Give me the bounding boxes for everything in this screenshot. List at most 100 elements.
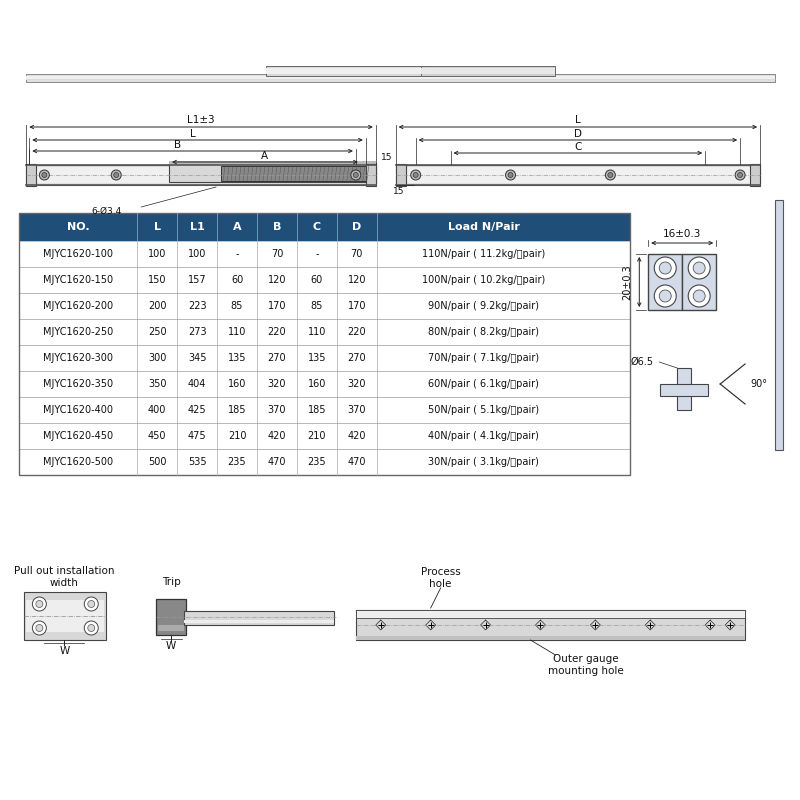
Text: A: A bbox=[233, 222, 242, 232]
Bar bbox=[24, 592, 106, 640]
Text: Ø6.5: Ø6.5 bbox=[630, 357, 654, 367]
Bar bbox=[750, 164, 760, 186]
Text: 250: 250 bbox=[148, 327, 166, 337]
Text: MJYC1620-500: MJYC1620-500 bbox=[43, 457, 114, 467]
Circle shape bbox=[32, 621, 46, 635]
Text: 500: 500 bbox=[148, 457, 166, 467]
Text: B: B bbox=[273, 222, 281, 232]
Circle shape bbox=[88, 601, 94, 607]
Circle shape bbox=[114, 173, 118, 178]
Circle shape bbox=[111, 170, 122, 180]
Bar bbox=[26, 76, 775, 80]
Bar bbox=[28, 167, 374, 183]
Bar bbox=[19, 345, 630, 371]
Bar bbox=[266, 68, 430, 74]
Text: 60N/pair ( 6.1kg/付pair): 60N/pair ( 6.1kg/付pair) bbox=[428, 379, 539, 389]
Circle shape bbox=[354, 173, 358, 178]
Text: 200: 200 bbox=[148, 301, 166, 311]
Text: 70: 70 bbox=[270, 249, 283, 259]
Text: 100: 100 bbox=[148, 249, 166, 259]
Text: 345: 345 bbox=[188, 353, 206, 363]
Bar bbox=[26, 74, 775, 82]
Text: 150: 150 bbox=[148, 275, 166, 285]
Text: NO.: NO. bbox=[67, 222, 90, 232]
Text: 60: 60 bbox=[231, 275, 243, 285]
Text: MJYC1620-200: MJYC1620-200 bbox=[43, 301, 114, 311]
Text: 220: 220 bbox=[268, 327, 286, 337]
Text: 90N/pair ( 9.2kg/付pair): 90N/pair ( 9.2kg/付pair) bbox=[428, 301, 539, 311]
Bar bbox=[19, 267, 630, 293]
Text: 185: 185 bbox=[308, 405, 326, 415]
Bar bbox=[356, 636, 745, 640]
Bar bbox=[266, 66, 430, 76]
Bar bbox=[19, 213, 630, 241]
Text: -: - bbox=[235, 249, 238, 259]
Text: 170: 170 bbox=[268, 301, 286, 311]
Text: Outer gauge
mounting hole: Outer gauge mounting hole bbox=[547, 654, 623, 676]
Text: 110: 110 bbox=[228, 327, 246, 337]
Bar bbox=[421, 68, 555, 74]
Text: D: D bbox=[574, 129, 582, 139]
Text: 370: 370 bbox=[347, 405, 366, 415]
Text: 157: 157 bbox=[188, 275, 206, 285]
Bar bbox=[660, 384, 708, 396]
Circle shape bbox=[508, 173, 513, 178]
Circle shape bbox=[39, 170, 50, 180]
Text: 85: 85 bbox=[231, 301, 243, 311]
Text: 320: 320 bbox=[268, 379, 286, 389]
Text: 475: 475 bbox=[188, 431, 206, 441]
Bar bbox=[184, 611, 334, 625]
Text: 16±0.3: 16±0.3 bbox=[663, 229, 702, 239]
Text: 85: 85 bbox=[310, 301, 323, 311]
Circle shape bbox=[654, 285, 676, 307]
Text: L1: L1 bbox=[190, 222, 205, 232]
Text: 160: 160 bbox=[308, 379, 326, 389]
Text: 320: 320 bbox=[347, 379, 366, 389]
Bar bbox=[169, 161, 376, 165]
Text: 100: 100 bbox=[188, 249, 206, 259]
Text: 50N/pair ( 5.1kg/付pair): 50N/pair ( 5.1kg/付pair) bbox=[428, 405, 539, 415]
Text: 135: 135 bbox=[228, 353, 246, 363]
Text: 273: 273 bbox=[188, 327, 206, 337]
Text: L: L bbox=[575, 115, 581, 125]
Text: 135: 135 bbox=[308, 353, 326, 363]
Text: MJYC1620-250: MJYC1620-250 bbox=[43, 327, 114, 337]
Bar bbox=[221, 166, 370, 181]
Text: 120: 120 bbox=[347, 275, 366, 285]
Circle shape bbox=[654, 257, 676, 279]
Text: 210: 210 bbox=[228, 431, 246, 441]
Text: 420: 420 bbox=[268, 431, 286, 441]
Bar bbox=[396, 165, 760, 185]
Text: W: W bbox=[166, 641, 176, 651]
Text: 235: 235 bbox=[307, 457, 326, 467]
Text: 235: 235 bbox=[228, 457, 246, 467]
Text: MJYC1620-300: MJYC1620-300 bbox=[43, 353, 114, 363]
Circle shape bbox=[659, 290, 671, 302]
Text: MJYC1620-450: MJYC1620-450 bbox=[43, 431, 114, 441]
Text: 420: 420 bbox=[347, 431, 366, 441]
Text: 300: 300 bbox=[148, 353, 166, 363]
Text: Trip: Trip bbox=[162, 577, 181, 587]
Bar bbox=[19, 423, 630, 449]
Bar bbox=[19, 397, 630, 423]
Bar bbox=[184, 620, 334, 623]
Text: 170: 170 bbox=[347, 301, 366, 311]
Text: C: C bbox=[574, 142, 582, 152]
Text: 70: 70 bbox=[350, 249, 363, 259]
Text: 185: 185 bbox=[228, 405, 246, 415]
Bar bbox=[366, 164, 376, 186]
Text: 350: 350 bbox=[148, 379, 166, 389]
Bar bbox=[19, 449, 630, 475]
Circle shape bbox=[688, 257, 710, 279]
Text: A: A bbox=[262, 151, 269, 161]
Text: 220: 220 bbox=[347, 327, 366, 337]
Bar bbox=[678, 368, 691, 410]
Bar bbox=[19, 241, 630, 267]
Text: MJYC1620-100: MJYC1620-100 bbox=[43, 249, 114, 259]
Text: 60: 60 bbox=[310, 275, 323, 285]
Text: 270: 270 bbox=[347, 353, 366, 363]
Bar bbox=[648, 254, 682, 310]
Circle shape bbox=[606, 170, 615, 180]
Circle shape bbox=[688, 285, 710, 307]
Circle shape bbox=[693, 262, 705, 274]
